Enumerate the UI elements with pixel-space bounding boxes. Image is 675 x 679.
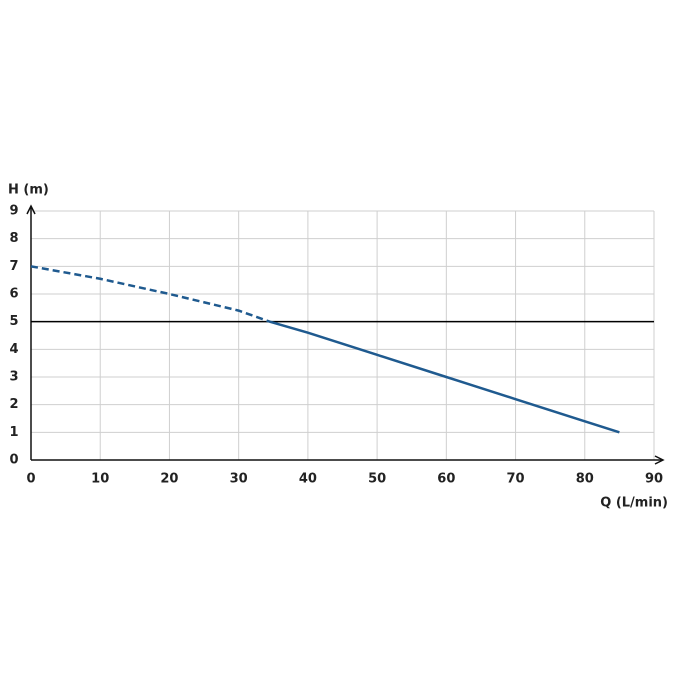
y-tick-label: 6 xyxy=(9,287,18,302)
y-tick-label: 7 xyxy=(9,259,18,274)
curve xyxy=(30,265,271,323)
y-tick-label: 0 xyxy=(9,453,18,468)
x-tick-label: 10 xyxy=(91,472,109,487)
curve xyxy=(269,320,620,434)
y-axis-arrow xyxy=(26,204,36,215)
x-tick-label: 50 xyxy=(368,472,386,487)
x-tick-label: 30 xyxy=(230,472,248,487)
x-tick-label: 60 xyxy=(437,472,455,487)
y-tick-label: 9 xyxy=(9,204,18,219)
y-tick-label: 8 xyxy=(9,231,18,246)
y-axis-label: H (m) xyxy=(8,183,49,198)
x-axis-label: Q (L/min) xyxy=(600,496,668,511)
x-tick-label: 40 xyxy=(299,472,317,487)
x-axis-arrow xyxy=(654,455,665,465)
y-tick-label: 4 xyxy=(9,342,18,357)
y-tick-label: 2 xyxy=(9,397,18,412)
x-tick-label: 0 xyxy=(26,472,35,487)
y-tick-label: 5 xyxy=(9,314,18,329)
y-tick-label: 1 xyxy=(9,425,18,440)
x-tick-label: 80 xyxy=(576,472,594,487)
x-tick-label: 20 xyxy=(160,472,178,487)
x-tick-label: 90 xyxy=(645,472,663,487)
x-tick-label: 70 xyxy=(507,472,525,487)
y-tick-label: 3 xyxy=(9,370,18,385)
